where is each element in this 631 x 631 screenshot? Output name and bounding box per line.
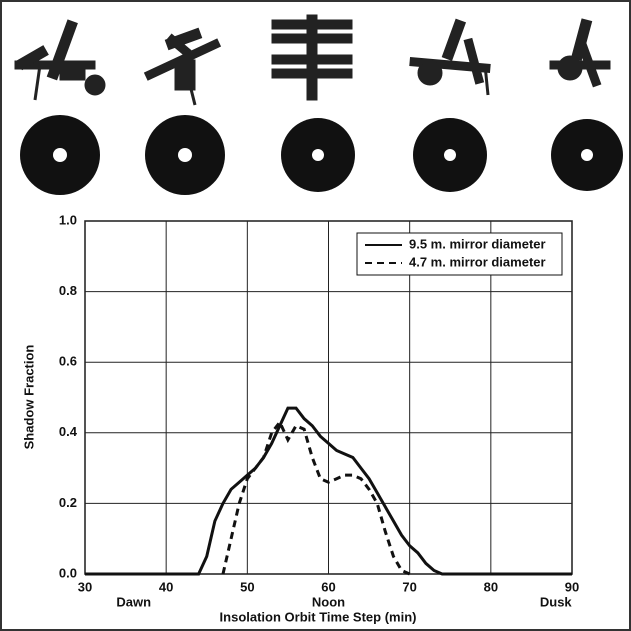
y-tick-label: 0.2 xyxy=(59,495,77,510)
mirror-disc xyxy=(413,118,487,192)
mirror-disc xyxy=(551,119,623,191)
x-tick-label: 60 xyxy=(321,579,335,594)
mirror-disc xyxy=(20,115,100,195)
x-tick-label: 70 xyxy=(402,579,416,594)
mirror-disc xyxy=(145,115,225,195)
x-tick-label: 90 xyxy=(565,579,579,594)
y-tick-label: 1.0 xyxy=(59,212,77,227)
legend-label: 9.5 m. mirror diameter xyxy=(409,236,546,251)
x-tick-label: 80 xyxy=(484,579,498,594)
mirror-disc xyxy=(281,118,355,192)
y-tick-label: 0.6 xyxy=(59,354,77,369)
x-tick-label: 50 xyxy=(240,579,254,594)
y-tick-label: 0.4 xyxy=(59,424,78,439)
x-secondary-label: Dawn xyxy=(116,594,151,609)
x-secondary-label: Noon xyxy=(312,594,345,609)
x-secondary-label: Dusk xyxy=(540,594,573,609)
y-tick-label: 0.0 xyxy=(59,565,77,580)
y-axis-title: Shadow Fraction xyxy=(21,345,36,450)
y-tick-label: 0.8 xyxy=(59,283,77,298)
figure: Insolation Orbit Time Step (min) Shadow … xyxy=(0,0,631,631)
x-tick-label: 30 xyxy=(78,579,92,594)
x-tick-label: 40 xyxy=(159,579,173,594)
legend-label: 4.7 m. mirror diameter xyxy=(409,254,546,269)
x-axis-title: Insolation Orbit Time Step (min) xyxy=(220,609,417,624)
